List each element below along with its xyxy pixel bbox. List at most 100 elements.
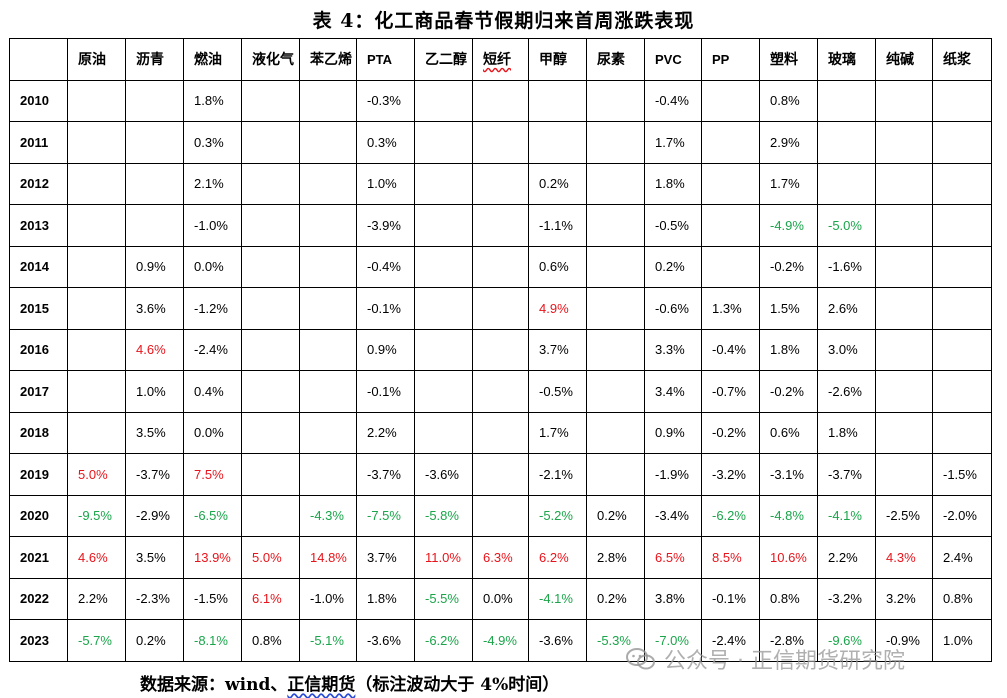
value-cell: -0.3% [356, 79, 415, 122]
wechat-icon [626, 648, 655, 670]
value-cell: 3.3% [644, 328, 702, 371]
value-cell: -4.8% [759, 494, 818, 537]
value-cell: 1.0% [356, 162, 415, 205]
value-cell [472, 204, 529, 247]
value-cell: 6.5% [644, 536, 702, 579]
value-cell [299, 328, 357, 371]
value-cell: -3.2% [817, 577, 876, 620]
value-cell [528, 121, 587, 164]
column-header: 纸浆 [932, 38, 992, 81]
value-cell: 2.2% [356, 411, 415, 454]
value-cell [241, 328, 300, 371]
value-cell: 0.6% [528, 245, 587, 288]
value-cell: 5.0% [241, 536, 300, 579]
value-cell [875, 204, 933, 247]
year-cell: 2018 [9, 411, 68, 454]
value-cell: 4.6% [67, 536, 126, 579]
value-cell: -1.5% [183, 577, 242, 620]
value-cell [241, 453, 300, 496]
value-cell [125, 162, 184, 205]
value-cell: -2.4% [183, 328, 242, 371]
value-cell: 4.3% [875, 536, 933, 579]
value-cell: 1.8% [817, 411, 876, 454]
value-cell [875, 245, 933, 288]
column-header: 甲醇 [528, 38, 587, 81]
value-cell: 0.0% [472, 577, 529, 620]
value-cell [701, 79, 760, 122]
value-cell: 3.5% [125, 411, 184, 454]
value-cell: 0.8% [241, 619, 300, 662]
value-cell [586, 411, 645, 454]
value-cell [125, 204, 184, 247]
value-cell: -9.5% [67, 494, 126, 537]
value-cell: 0.4% [183, 370, 242, 413]
value-cell [414, 204, 473, 247]
value-cell: 1.7% [528, 411, 587, 454]
value-cell: 8.5% [701, 536, 760, 579]
value-cell: -3.1% [759, 453, 818, 496]
value-cell [817, 79, 876, 122]
column-header: 玻璃 [817, 38, 876, 81]
column-header: 乙二醇 [414, 38, 473, 81]
value-cell: 1.5% [759, 287, 818, 330]
value-cell [528, 79, 587, 122]
value-cell [67, 245, 126, 288]
value-cell: 0.9% [644, 411, 702, 454]
value-cell [241, 162, 300, 205]
table-row: 2013 -1.0% -3.9% -1.1% -0.5% -4.9% -5.0% [9, 204, 992, 247]
value-cell [125, 121, 184, 164]
value-cell: -5.7% [67, 619, 126, 662]
price-change-table: 原油 沥青 燃油 液化气 苯乙烯 PTA 乙二醇 短纤 甲醇 尿素 PVC PP 塑料 玻璃 纯碱 纸浆 20… [9, 38, 992, 662]
value-cell [586, 453, 645, 496]
value-cell [932, 204, 992, 247]
year-cell: 2012 [9, 162, 68, 205]
value-cell [932, 162, 992, 205]
value-cell: -0.1% [356, 370, 415, 413]
value-cell: 3.8% [644, 577, 702, 620]
value-cell: 0.9% [356, 328, 415, 371]
value-cell [472, 328, 529, 371]
year-cell: 2019 [9, 453, 68, 496]
value-cell: 0.6% [759, 411, 818, 454]
value-cell: -0.1% [701, 577, 760, 620]
value-cell: -5.5% [414, 577, 473, 620]
value-cell: 2.2% [67, 577, 126, 620]
value-cell [67, 121, 126, 164]
value-cell: 1.7% [759, 162, 818, 205]
value-cell [701, 121, 760, 164]
value-cell: -7.5% [356, 494, 415, 537]
value-cell [701, 245, 760, 288]
value-cell [414, 287, 473, 330]
value-cell: 1.3% [701, 287, 760, 330]
value-cell: 0.8% [932, 577, 992, 620]
value-cell: 1.8% [644, 162, 702, 205]
value-cell [586, 245, 645, 288]
value-cell [299, 245, 357, 288]
value-cell: 1.8% [183, 79, 242, 122]
value-cell: -2.8% [759, 619, 818, 662]
value-cell: 11.0% [414, 536, 473, 579]
value-cell: -1.0% [183, 204, 242, 247]
year-cell: 2014 [9, 245, 68, 288]
value-cell: -1.5% [932, 453, 992, 496]
year-cell: 2020 [9, 494, 68, 537]
value-cell: -0.2% [759, 370, 818, 413]
value-cell [932, 411, 992, 454]
value-cell: 6.2% [528, 536, 587, 579]
value-cell: 0.2% [644, 245, 702, 288]
value-cell: 2.9% [759, 121, 818, 164]
value-cell [414, 370, 473, 413]
value-cell: -0.4% [644, 79, 702, 122]
value-cell: 3.5% [125, 536, 184, 579]
value-cell [875, 121, 933, 164]
value-cell [125, 79, 184, 122]
table-row: 2011 0.3% 0.3% 1.7% 2.9% [9, 121, 992, 164]
value-cell [701, 162, 760, 205]
value-cell: 13.9% [183, 536, 242, 579]
value-cell: -8.1% [183, 619, 242, 662]
value-cell: 3.4% [644, 370, 702, 413]
table-row: 2021 4.6% 3.5% 13.9% 5.0% 14.8% 3.7% 11.0% 6.3% 6… [9, 536, 992, 579]
value-cell [241, 494, 300, 537]
value-cell: 2.2% [817, 536, 876, 579]
table-row: 2023 -5.7% 0.2% -8.1% 0.8% -5.1% -3.6% -6.2% -4.… [9, 619, 992, 662]
